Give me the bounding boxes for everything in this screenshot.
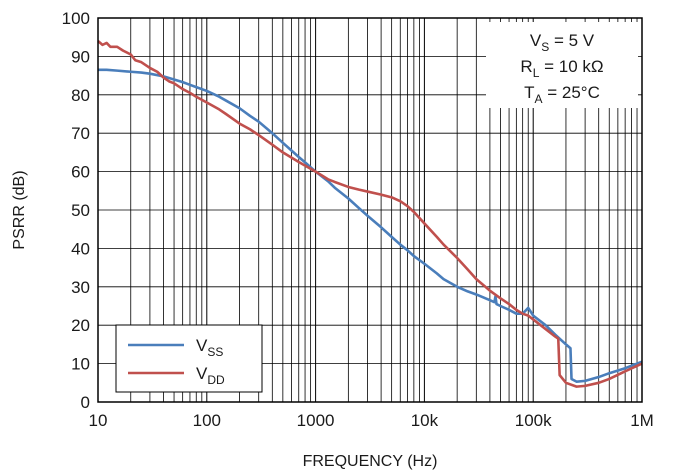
- y-tick-label: 80: [71, 86, 90, 105]
- series-line-vdd: [97, 40, 643, 388]
- x-tick-label: 1000: [297, 411, 335, 430]
- x-tick-label: 100: [193, 411, 221, 430]
- x-tick-label: 10k: [411, 411, 439, 430]
- annotation-line: RL = 10 kΩ: [520, 57, 603, 80]
- y-tick-label: 20: [71, 316, 90, 335]
- y-tick-label: 0: [81, 393, 90, 412]
- y-tick-label: 50: [71, 201, 90, 220]
- y-tick-label: 60: [71, 163, 90, 182]
- annotation-line: TA = 25°C: [524, 83, 600, 106]
- annotation-box: [486, 22, 638, 108]
- annotation-line: VS = 5 V: [530, 31, 595, 54]
- y-tick-label: 10: [71, 355, 90, 374]
- x-tick-label: 100k: [515, 411, 552, 430]
- x-axis-label: FREQUENCY (Hz): [303, 453, 438, 470]
- y-tick-label: 70: [71, 124, 90, 143]
- y-tick-label: 90: [71, 47, 90, 66]
- legend-box: [115, 324, 263, 393]
- x-tick-label: 1M: [630, 411, 654, 430]
- y-axis-label: PSRR (dB): [11, 170, 28, 249]
- legend-label-vss: VSS: [196, 336, 223, 359]
- series-line-vss: [98, 68, 643, 383]
- y-tick-label: 100: [62, 9, 90, 28]
- plot-frame: [97, 17, 643, 403]
- y-tick-label: 30: [71, 278, 90, 297]
- legend: VSS VDD: [115, 324, 263, 393]
- legend-label-vdd: VDD: [196, 364, 225, 387]
- x-tick-label: 10: [89, 411, 108, 430]
- y-tick-label: 40: [71, 239, 90, 258]
- conditions-annotation: VS = 5 V RL = 10 kΩ TA = 25°C: [486, 22, 638, 108]
- series-lines: [97, 40, 643, 388]
